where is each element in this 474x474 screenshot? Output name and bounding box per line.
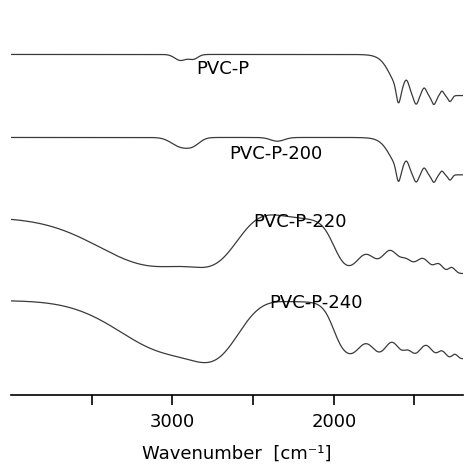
Text: PVC-P-200: PVC-P-200	[229, 145, 322, 163]
Text: PVC-P: PVC-P	[197, 60, 250, 78]
X-axis label: Wavenumber  [cm⁻¹]: Wavenumber [cm⁻¹]	[142, 445, 332, 463]
Text: PVC-P-220: PVC-P-220	[253, 213, 346, 231]
Text: PVC-P-240: PVC-P-240	[269, 294, 363, 312]
